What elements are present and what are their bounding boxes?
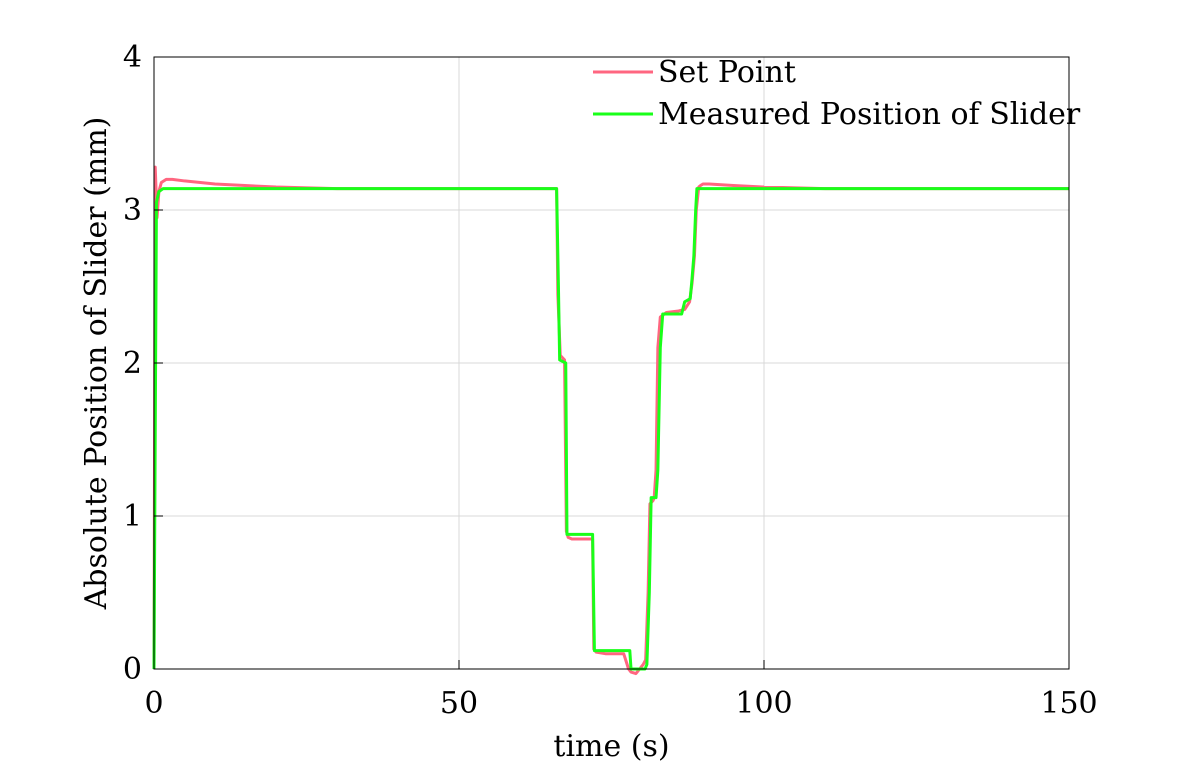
y-tick-label: 4 <box>123 40 142 75</box>
x-axis-label: time (s) <box>553 729 669 764</box>
series-group <box>152 165 1069 676</box>
legend-label-measured-position: Measured Position of Slider <box>658 97 1081 132</box>
y-axis-label: Absolute Position of Slider (mm) <box>79 117 114 611</box>
ticks: 0 50 100 150 0 1 2 3 4 <box>123 40 1098 721</box>
x-tick-label: 0 <box>144 686 163 721</box>
y-tick-label: 1 <box>123 499 142 534</box>
y-tick-label: 0 <box>123 652 142 687</box>
y-tick-label: 2 <box>123 346 142 381</box>
series-line-measured-position <box>152 187 1069 671</box>
y-tick-label: 3 <box>123 193 142 228</box>
legend-label-set-point: Set Point <box>658 55 796 90</box>
x-tick-label: 150 <box>1040 686 1097 721</box>
series-line-set-point <box>152 165 1069 676</box>
x-tick-label: 100 <box>735 686 792 721</box>
x-tick-label: 50 <box>440 686 478 721</box>
grid <box>153 56 1070 670</box>
legend: Set Point Measured Position of Slider <box>593 55 1081 132</box>
